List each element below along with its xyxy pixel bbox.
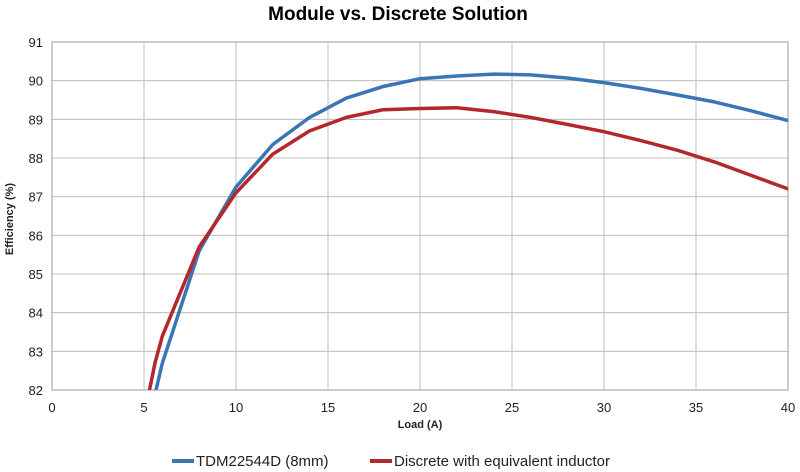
y-tick-label: 88: [29, 151, 43, 166]
chart-title: Module vs. Discrete Solution: [268, 4, 528, 25]
y-tick-label: 89: [29, 112, 43, 127]
plot-frame: [51, 41, 789, 391]
legend-label-2: Discrete with equivalent inductor: [394, 453, 610, 470]
x-tick-label: 40: [781, 400, 795, 415]
x-tick-label: 20: [413, 400, 427, 415]
x-tick-label: 25: [505, 400, 519, 415]
x-tick-label: 0: [48, 400, 55, 415]
x-tick-label: 15: [321, 400, 335, 415]
y-tick-label: 87: [29, 190, 43, 205]
y-tick-label: 90: [29, 74, 43, 89]
series-lines: [147, 72, 788, 390]
series-line-1: [154, 72, 788, 390]
x-axis-label: Load (A): [398, 419, 443, 431]
legend: TDM22544D (8mm) Discrete with equivalent …: [172, 453, 610, 470]
axes: 82 83 84 85 86 87 88 89 90 91 0 5 10 15 20 25 30 35 40: [29, 35, 796, 415]
y-tick-label: 91: [29, 35, 43, 50]
x-tick-label: 5: [140, 400, 147, 415]
x-tick-label: 30: [597, 400, 611, 415]
y-tick-label: 84: [29, 306, 43, 321]
y-tick-label: 82: [29, 383, 43, 398]
y-axis-label: Efficiency (%): [4, 183, 16, 255]
series-line-2: [147, 105, 788, 390]
y-tick-label: 83: [29, 344, 43, 359]
grid: [51, 41, 789, 391]
legend-label-1: TDM22544D (8mm): [196, 453, 329, 470]
y-tick-label: 85: [29, 267, 43, 282]
x-tick-label: 35: [689, 400, 703, 415]
y-tick-label: 86: [29, 228, 43, 243]
x-tick-label: 10: [229, 400, 243, 415]
